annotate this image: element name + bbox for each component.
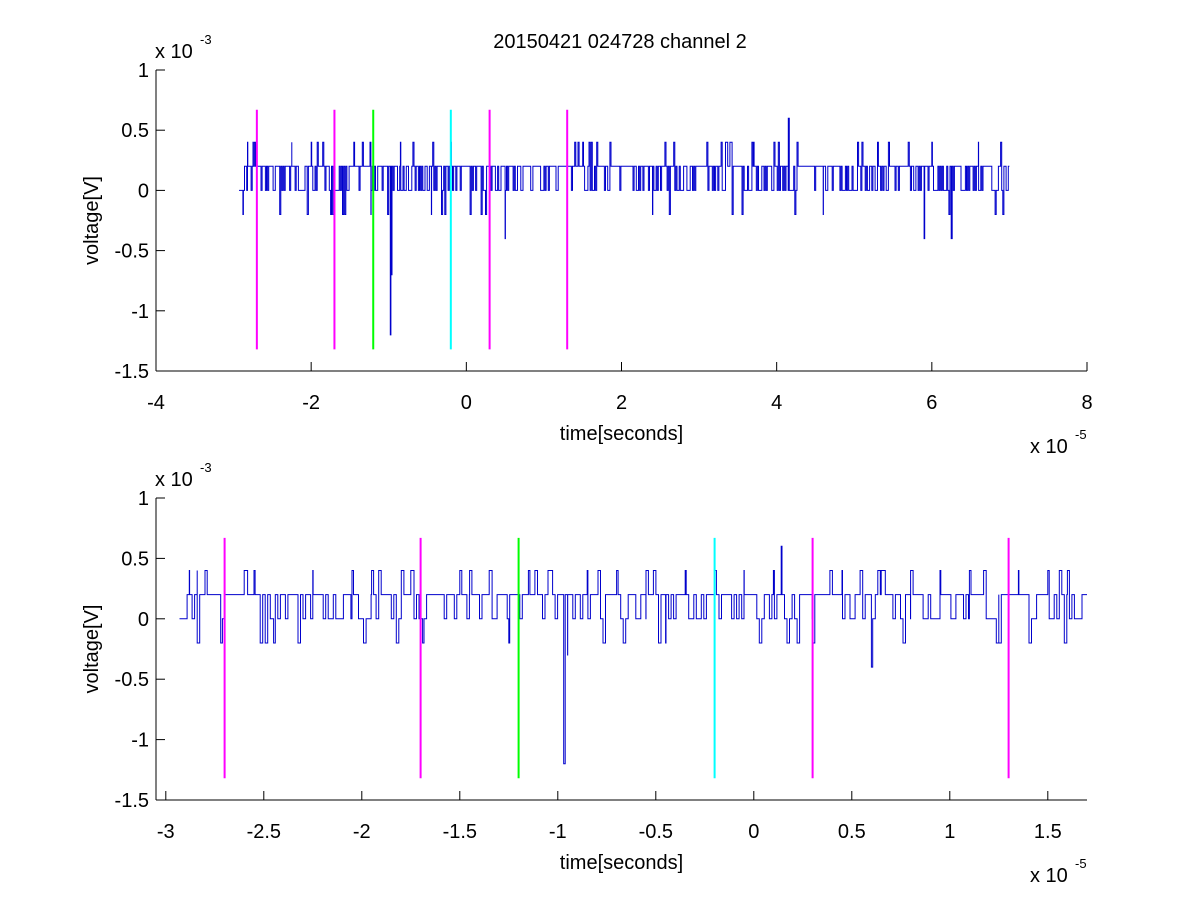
y-tick-label: 1: [138, 488, 149, 510]
x-tick-label: -1.5: [443, 821, 477, 843]
x-tick-label: 0.5: [838, 821, 866, 843]
x-exponent-label: x 10: [1030, 436, 1068, 458]
y-axis-label: voltage[V]: [81, 605, 103, 694]
y-exponent-power: -3: [200, 32, 212, 47]
x-tick-label: -1: [549, 821, 567, 843]
voltage-trace: [239, 117, 1010, 336]
y-tick-label: 0.5: [121, 548, 149, 570]
y-axis-label: voltage[V]: [81, 176, 103, 265]
y-tick-label: -1: [131, 301, 149, 323]
y-tick-label: 0.5: [121, 120, 149, 142]
y-tick-label: 0: [138, 180, 149, 202]
x-tick-label: 6: [926, 392, 937, 414]
y-exponent-label: x 10: [155, 41, 193, 63]
x-tick-label: 8: [1081, 392, 1092, 414]
x-exponent-label: x 10: [1030, 865, 1068, 887]
x-exponent-power: -5: [1075, 856, 1087, 871]
x-tick-label: 1.5: [1034, 821, 1062, 843]
x-tick-label: 0: [461, 392, 472, 414]
y-tick-label: -1: [131, 730, 149, 752]
y-exponent-power: -3: [200, 460, 212, 475]
y-exponent-label: x 10: [155, 469, 193, 491]
x-tick-label: -2: [353, 821, 371, 843]
y-tick-label: -0.5: [115, 241, 149, 263]
y-tick-label: -1.5: [115, 361, 149, 383]
y-tick-label: -0.5: [115, 669, 149, 691]
x-tick-label: -2.5: [247, 821, 281, 843]
x-tick-label: 0: [748, 821, 759, 843]
x-axis-label: time[seconds]: [560, 852, 683, 874]
voltage-trace: [179, 545, 1087, 765]
figure-title: 20150421 024728 channel 2: [493, 31, 747, 53]
x-tick-label: -0.5: [639, 821, 673, 843]
bottom-axes: -3 -2.5 -2 -1.5 -1 -0.5 0 0.5 1 1.5 -1.5 -1 -0.5 0 0.5…: [81, 460, 1088, 887]
x-tick-label: 1: [944, 821, 955, 843]
x-tick-label: -3: [157, 821, 175, 843]
x-tick-label: -2: [302, 392, 320, 414]
y-tick-label: 1: [138, 60, 149, 82]
x-tick-label: 2: [616, 392, 627, 414]
x-exponent-power: -5: [1075, 427, 1087, 442]
y-tick-label: 0: [138, 609, 149, 631]
y-tick-label: -1.5: [115, 790, 149, 812]
x-tick-label: -4: [147, 392, 165, 414]
x-axis-label: time[seconds]: [560, 423, 683, 445]
top-axes: -4 -2 0 2 4 6 8 -1.5 -1 -0.5 0 0.5 1 time[seconds] vol…: [81, 32, 1093, 458]
x-tick-label: 4: [771, 392, 782, 414]
